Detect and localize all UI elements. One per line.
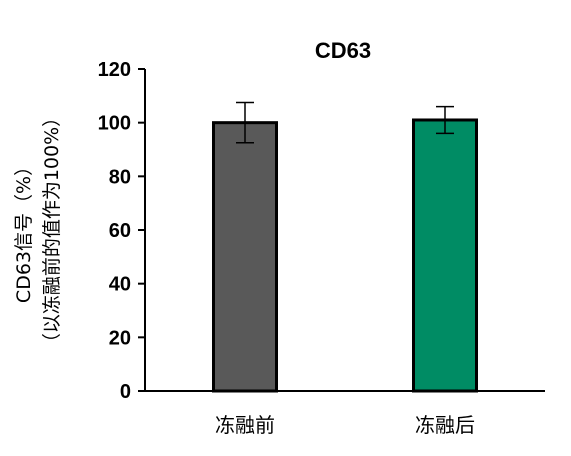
- x-category-label: 冻融前: [215, 413, 275, 437]
- y-tick-label: 100: [98, 113, 131, 135]
- y-axis-label: CD63信号（%） （以冻融前的值作为100%）: [13, 108, 63, 352]
- y-tick-label: 120: [98, 59, 131, 81]
- y-tick-label: 40: [109, 274, 131, 296]
- plot-area: 0 20 40 60 80 100 120 冻融前 冻融后: [98, 59, 545, 437]
- y-tick-label: 20: [109, 327, 131, 349]
- bar-1: [212, 121, 278, 393]
- y-tick-label: 60: [109, 220, 131, 242]
- y-axis-label-line1: CD63信号（%）: [13, 157, 35, 303]
- x-category-label: 冻融后: [415, 413, 475, 437]
- y-tick-label: 0: [120, 381, 131, 403]
- bar-2: [412, 118, 478, 393]
- y-tick-label: 80: [109, 166, 131, 188]
- y-axis-label-line2: （以冻融前的值作为100%）: [41, 108, 63, 352]
- chart-title: CD63: [315, 38, 371, 63]
